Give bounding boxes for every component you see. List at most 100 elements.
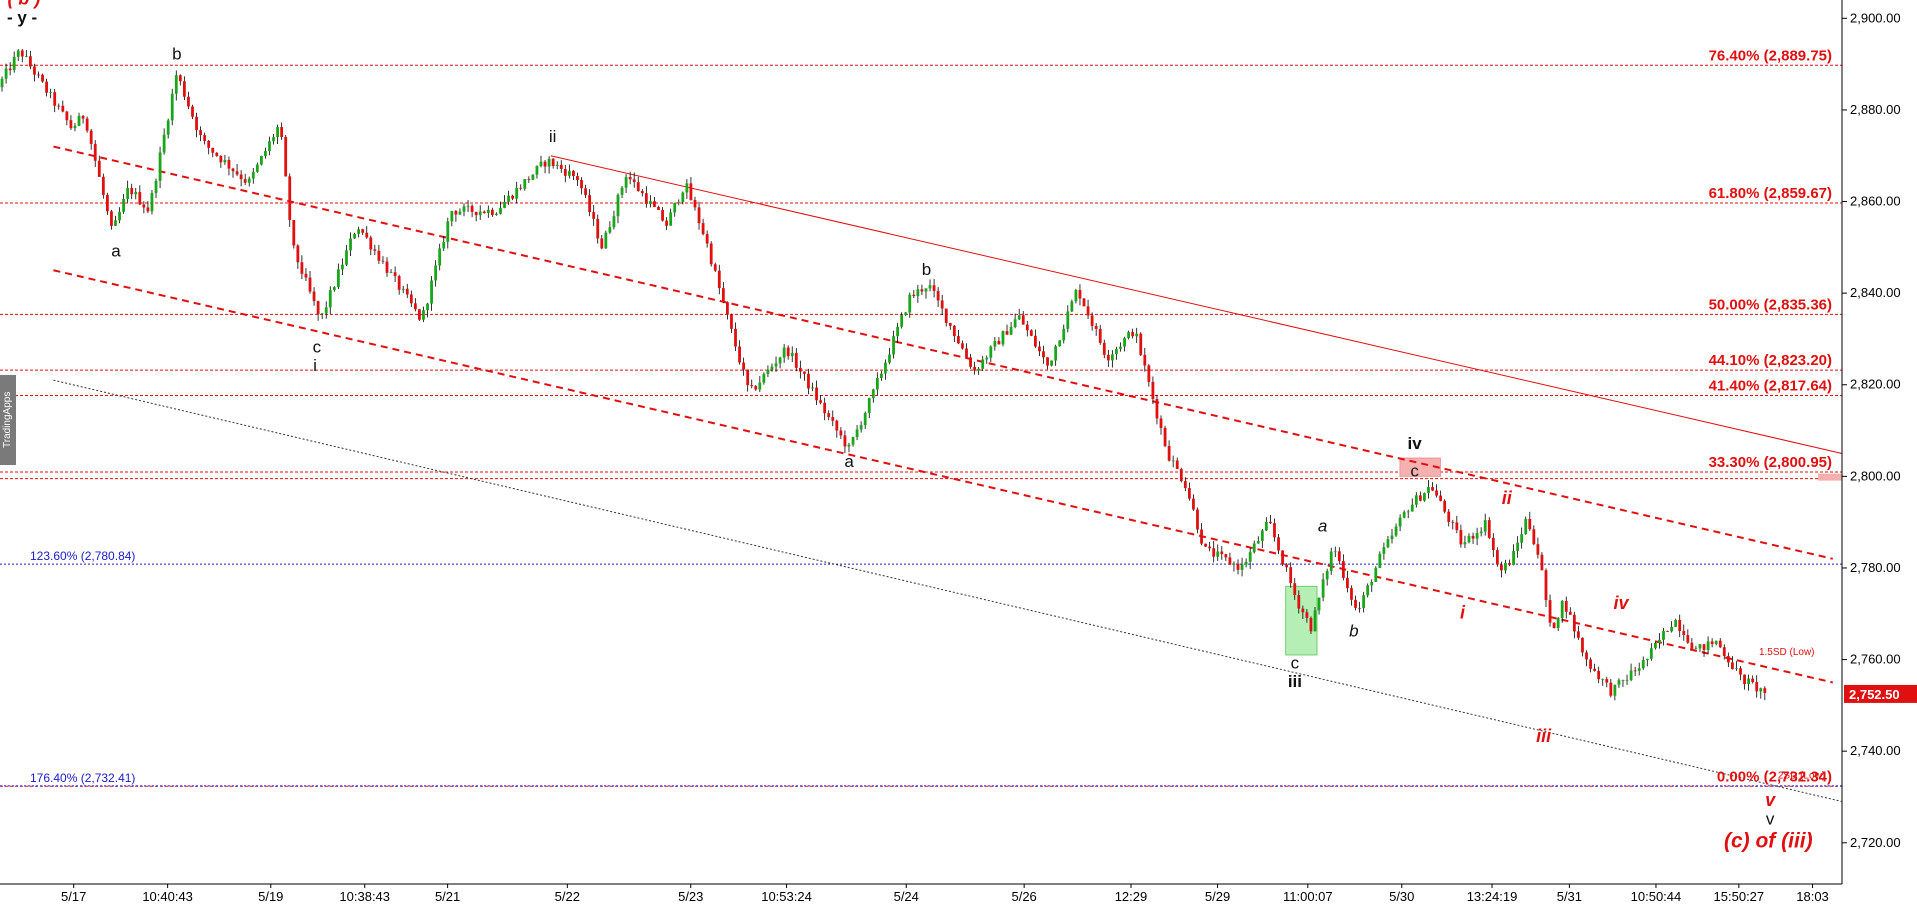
candle-body bbox=[1694, 648, 1698, 650]
candle-body bbox=[961, 343, 964, 349]
candle-body bbox=[486, 209, 490, 214]
candle-body bbox=[397, 276, 401, 290]
candle-body bbox=[551, 158, 555, 166]
candle-body bbox=[316, 301, 320, 315]
candle-body bbox=[235, 171, 239, 175]
candle-body bbox=[296, 245, 300, 263]
y-tick-label: 2,740.00 bbox=[1850, 743, 1901, 758]
candle-body bbox=[884, 362, 887, 374]
candle-body bbox=[300, 262, 304, 274]
candle-body bbox=[1548, 600, 1552, 623]
candle-body bbox=[434, 265, 438, 281]
candle-body bbox=[709, 243, 713, 265]
candle-body bbox=[1102, 342, 1106, 355]
candle-body bbox=[1208, 546, 1212, 549]
x-tick-label: 5/17 bbox=[61, 889, 86, 904]
candle-body bbox=[1038, 346, 1041, 352]
candle-body bbox=[239, 174, 243, 180]
candle-body bbox=[1147, 365, 1151, 382]
candle-body bbox=[430, 280, 433, 304]
candle-body bbox=[1244, 561, 1248, 565]
candle-body bbox=[1524, 518, 1528, 535]
candle-body bbox=[280, 126, 284, 137]
candle-body bbox=[418, 309, 421, 320]
candle-body bbox=[847, 444, 851, 447]
candle-body bbox=[377, 250, 381, 261]
candle-body bbox=[523, 179, 527, 189]
candle-body bbox=[1293, 583, 1297, 596]
x-tick-label: 10:40:43 bbox=[142, 889, 193, 904]
candle-body bbox=[114, 220, 117, 226]
candle-body bbox=[507, 195, 510, 202]
candle-body bbox=[118, 211, 121, 221]
candle-body bbox=[730, 314, 733, 329]
candle-body bbox=[993, 340, 997, 347]
candle-body bbox=[620, 187, 624, 195]
candle-body bbox=[4, 68, 8, 79]
candle-body bbox=[831, 417, 835, 421]
candle-body bbox=[823, 402, 827, 414]
candle-body bbox=[1183, 481, 1187, 489]
candle-body bbox=[1119, 346, 1122, 349]
candle-body bbox=[1309, 617, 1313, 632]
y-tick-label: 2,780.00 bbox=[1850, 560, 1901, 575]
candle-body bbox=[900, 315, 904, 327]
candle-body bbox=[482, 211, 486, 214]
x-tick-label: 5/30 bbox=[1389, 889, 1414, 904]
candle-body bbox=[697, 207, 701, 224]
candle-body bbox=[110, 211, 113, 226]
candle-body bbox=[1731, 662, 1734, 670]
candle-body bbox=[450, 211, 454, 222]
trendline-dashed bbox=[53, 269, 1834, 684]
candle-body bbox=[924, 288, 928, 292]
candle-body bbox=[61, 105, 65, 112]
candle-body bbox=[1690, 642, 1694, 649]
candle-body bbox=[199, 130, 202, 136]
candle-body bbox=[401, 288, 405, 290]
candle-body bbox=[1625, 679, 1629, 681]
candle-body bbox=[1212, 548, 1216, 557]
candle-body bbox=[1321, 579, 1325, 598]
candle-body bbox=[369, 237, 373, 250]
candle-body bbox=[227, 159, 231, 169]
candle-body bbox=[742, 362, 746, 370]
x-tick-label: 15:50:27 bbox=[1714, 889, 1765, 904]
candle-body bbox=[381, 260, 385, 262]
candle-body bbox=[304, 273, 308, 278]
y-tick-label: 2,900.00 bbox=[1850, 10, 1901, 25]
candle-body bbox=[1269, 521, 1272, 524]
candle-body bbox=[413, 303, 417, 310]
candle-body bbox=[182, 81, 186, 97]
candle-body bbox=[738, 346, 741, 363]
candle-body bbox=[1066, 311, 1070, 329]
candle-body bbox=[1305, 612, 1309, 618]
wave-label: b bbox=[172, 45, 181, 64]
candle-body bbox=[292, 220, 296, 246]
candle-body bbox=[1046, 357, 1049, 366]
candle-body bbox=[567, 170, 571, 176]
wave-label: a bbox=[844, 452, 854, 471]
candle-body bbox=[312, 291, 316, 302]
candle-body bbox=[1350, 588, 1353, 600]
candle-body bbox=[264, 151, 267, 156]
candle-body bbox=[20, 50, 24, 57]
candle-body bbox=[69, 120, 73, 129]
candle-body bbox=[1431, 487, 1434, 491]
candle-body bbox=[1410, 504, 1414, 512]
candle-body bbox=[782, 347, 786, 358]
candle-body bbox=[1714, 640, 1718, 645]
y-tick-label: 2,820.00 bbox=[1850, 377, 1901, 392]
candle-body bbox=[41, 74, 44, 82]
candle-body bbox=[268, 141, 271, 152]
candle-body bbox=[215, 152, 219, 156]
candle-body bbox=[1175, 460, 1179, 469]
candle-body bbox=[1710, 641, 1714, 645]
candle-body bbox=[839, 430, 843, 436]
candle-body bbox=[798, 367, 802, 372]
candle-body bbox=[341, 264, 344, 270]
candle-body bbox=[1528, 518, 1532, 530]
candle-body bbox=[1658, 639, 1661, 644]
candle-body bbox=[166, 120, 170, 135]
